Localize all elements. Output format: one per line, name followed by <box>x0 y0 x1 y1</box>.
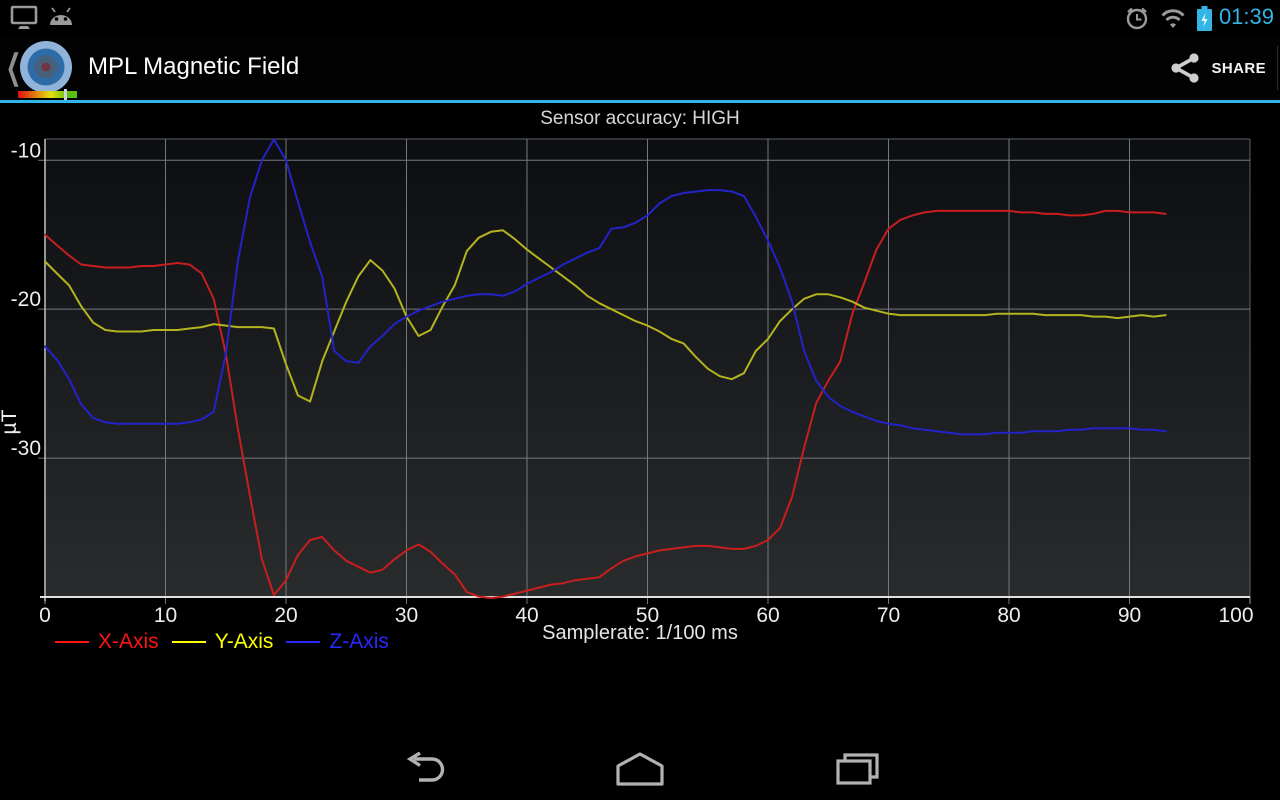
display-mirroring-icon <box>10 5 38 29</box>
legend-item-z-axis: Z-Axis <box>286 630 389 654</box>
back-icon[interactable] <box>404 752 446 786</box>
share-icon <box>1171 53 1200 83</box>
battery-charging-icon <box>1197 6 1212 31</box>
samplerate-caption: Samplerate: 1/100 ms <box>542 622 738 644</box>
share-label: SHARE <box>1211 59 1266 77</box>
back-chevron-icon[interactable]: ❮ <box>5 48 22 87</box>
x-tick-label: 50 <box>636 604 659 627</box>
wifi-icon <box>1161 9 1185 28</box>
status-bar: 01:39 <box>0 0 1280 36</box>
legend-label-y: Y-Axis <box>214 630 274 653</box>
y-axis-unit-label: µT <box>0 409 21 434</box>
sensor-accuracy-status: Sensor accuracy: HIGH <box>540 108 740 129</box>
y-tick-label: -10 <box>11 139 41 162</box>
legend-label-x: X-Axis <box>98 630 159 653</box>
app-icon <box>20 41 72 93</box>
action-bar-underline <box>0 100 1280 103</box>
android-debug-icon <box>50 7 72 25</box>
x-tick-label: 40 <box>515 604 538 627</box>
x-tick-label: 0 <box>39 604 51 627</box>
legend-swatch-x <box>55 641 89 643</box>
x-tick-label: 30 <box>395 604 418 627</box>
chart-legend: X-Axis Y-Axis Z-Axis <box>55 630 389 654</box>
x-tick-label: 100 <box>1218 604 1253 627</box>
home-icon[interactable] <box>616 752 664 786</box>
action-bar: ❮ MPL Magnetic Field SHARE <box>0 36 1280 100</box>
x-tick-label: 20 <box>274 604 297 627</box>
action-bar-divider <box>1277 46 1278 90</box>
x-tick-label: 60 <box>756 604 779 627</box>
alarm-icon <box>1126 7 1148 30</box>
x-tick-label: 70 <box>877 604 900 627</box>
share-button[interactable]: SHARE <box>1169 50 1266 86</box>
sensor-range-marker <box>64 89 67 100</box>
x-tick-label: 90 <box>1118 604 1141 627</box>
x-tick-label: 80 <box>997 604 1020 627</box>
y-tick-label: -20 <box>11 288 41 311</box>
x-tick-label: 10 <box>154 604 177 627</box>
legend-swatch-y <box>171 641 206 643</box>
legend-item-y-axis: Y-Axis <box>171 630 274 654</box>
legend-item-x-axis: X-Axis <box>55 630 159 654</box>
legend-label-z: Z-Axis <box>329 630 389 653</box>
series-line-z-axis <box>44 138 1167 436</box>
recents-icon[interactable] <box>836 752 880 786</box>
series-line-y-axis <box>44 229 1167 403</box>
legend-swatch-z <box>286 641 321 643</box>
y-tick-label: -30 <box>11 437 41 460</box>
series-line-x-axis <box>44 209 1167 599</box>
page-title: MPL Magnetic Field <box>88 53 300 80</box>
navigation-bar <box>0 738 1280 800</box>
sensor-range-bar <box>18 89 77 100</box>
status-clock: 01:39 <box>1218 4 1274 29</box>
